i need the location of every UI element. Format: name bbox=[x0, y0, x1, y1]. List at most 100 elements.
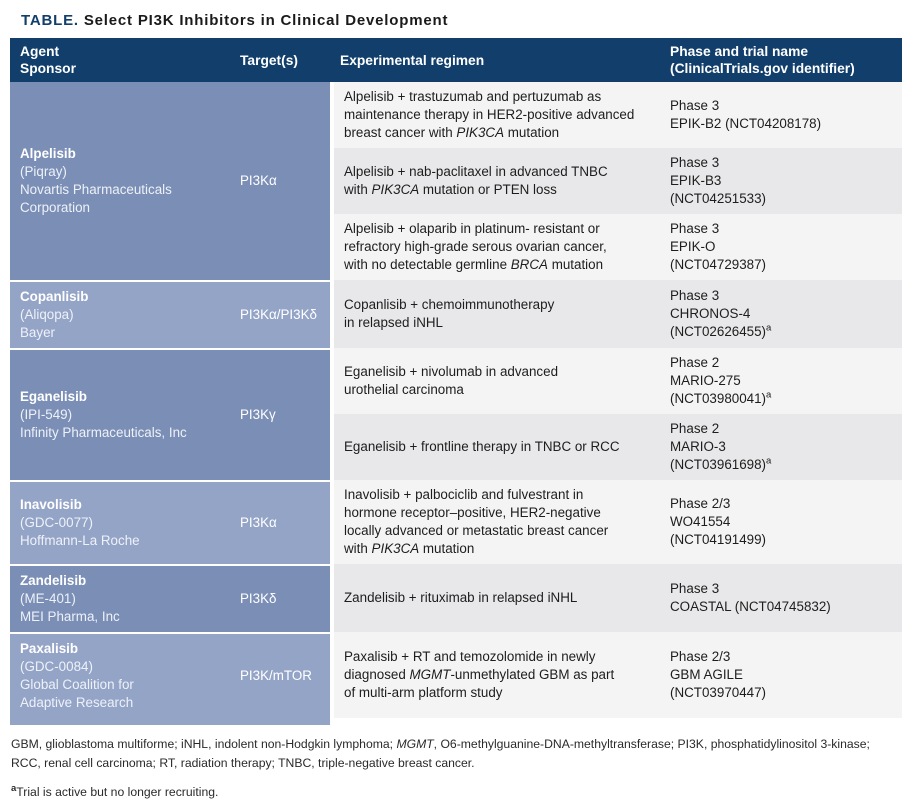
table-title-text: Select PI3K Inhibitors in Clinical Devel… bbox=[83, 12, 449, 29]
footnote-a: aTrial is active but no longer recruitin… bbox=[11, 782, 219, 799]
regimen-cell: Eganelisib + nivolumab in advanced uroth… bbox=[330, 348, 660, 414]
phase-cell: Phase 3 CHRONOS-4 (NCT02626455)a bbox=[660, 280, 902, 348]
phase-line: Phase 3 bbox=[670, 581, 720, 596]
regimen-cell: Copanlisib + chemoimmunotherapy in relap… bbox=[330, 280, 660, 348]
agent-name: Alpelisib bbox=[20, 146, 76, 161]
sponsor-line: (GDC-0077) bbox=[20, 515, 93, 530]
column-header-line: (ClinicalTrials.gov identifier) bbox=[670, 61, 855, 76]
sponsor-line: Adaptive Research bbox=[20, 695, 134, 710]
agent-name: Paxalisib bbox=[20, 641, 79, 656]
trial-row: Eganelisib + frontline therapy in TNBC o… bbox=[10, 414, 902, 480]
phase-line: EPIK-B2 (NCT04208178) bbox=[670, 116, 822, 131]
trial-row: Alpelisib (Piqray) Novartis Pharmaceutical… bbox=[10, 82, 902, 280]
phase-line: GBM AGILE bbox=[670, 667, 743, 682]
target-cell: PI3Kγ bbox=[230, 348, 330, 480]
target-cell: PI3Kα/PI3Kδ bbox=[230, 280, 330, 348]
sponsor-line: (IPI-549) bbox=[20, 407, 73, 422]
phase-line: EPIK-O bbox=[670, 239, 716, 254]
sponsor-line: Infinity Pharmaceuticals, Inc bbox=[20, 425, 187, 440]
column-header-line: Agent bbox=[20, 44, 60, 59]
column-header-line: Target(s) bbox=[240, 52, 299, 68]
phase-line: (NCT03970447) bbox=[670, 685, 767, 700]
phase-line: Phase 3 bbox=[670, 155, 720, 170]
abbreviations-note: GBM, glioblastoma multiforme; iNHL, indo… bbox=[11, 737, 870, 770]
column-header-targets: Target(s) bbox=[230, 38, 330, 82]
agent-cell: Paxalisib (GDC-0084) Global Coalition for A… bbox=[10, 632, 230, 725]
sponsor-line: Corporation bbox=[20, 200, 90, 215]
footnote-marker: a bbox=[766, 455, 772, 467]
italic-gene-name: MGMT bbox=[409, 667, 451, 682]
agent-cell: Zandelisib (ME-401) MEI Pharma, Inc bbox=[10, 564, 230, 632]
trial-row: Copanlisib (Aliqopa) Bayer PI3Kα/PI3Kδ Copan… bbox=[10, 280, 902, 348]
sponsor-line: Global Coalition for bbox=[20, 677, 134, 692]
phase-line: (NCT03980041)a bbox=[670, 389, 772, 406]
phase-line: CHRONOS-4 bbox=[670, 306, 751, 321]
phase-cell: Phase 3 COASTAL (NCT04745832) bbox=[660, 564, 902, 632]
phase-line: Phase 2/3 bbox=[670, 496, 731, 511]
trial-row: Alpelisib + olaparib in platinum- resist… bbox=[10, 214, 902, 280]
sponsor-line: (GDC-0084) bbox=[20, 659, 93, 674]
phase-line: COASTAL (NCT04745832) bbox=[670, 599, 831, 614]
italic-gene-name: MGMT bbox=[396, 737, 434, 751]
sponsor-line: (ME-401) bbox=[20, 591, 76, 606]
phase-line: Phase 2 bbox=[670, 421, 720, 436]
italic-gene-name: PIK3CA bbox=[371, 541, 420, 556]
target-cell: PI3Kα bbox=[230, 82, 330, 280]
footnote-marker: a bbox=[11, 782, 17, 794]
agent-cell: Inavolisib (GDC-0077) Hoffmann-La Roche bbox=[10, 480, 230, 564]
sponsor-line: MEI Pharma, Inc bbox=[20, 609, 120, 624]
italic-gene-name: PIK3CA bbox=[456, 125, 505, 140]
table-label: TABLE. bbox=[21, 12, 79, 29]
phase-cell: Phase 2/3 WO41554 (NCT04191499) bbox=[660, 480, 902, 564]
sponsor-line: Hoffmann-La Roche bbox=[20, 533, 140, 548]
column-header-line: Sponsor bbox=[20, 61, 76, 76]
regimen-cell: Alpelisib + olaparib in platinum- resist… bbox=[330, 214, 660, 280]
footnote-marker: a bbox=[766, 322, 772, 334]
phase-line: Phase 3 bbox=[670, 288, 720, 303]
phase-line: Phase 2 bbox=[670, 355, 720, 370]
regimen-cell: Zandelisib + rituximab in relapsed iNHL bbox=[330, 564, 660, 632]
phase-cell: Phase 2 MARIO-3 (NCT03961698)a bbox=[660, 414, 902, 480]
phase-line: WO41554 bbox=[670, 514, 731, 529]
target-cell: PI3Kδ bbox=[230, 564, 330, 632]
phase-line: (NCT04191499) bbox=[670, 532, 767, 547]
agent-name: Zandelisib bbox=[20, 573, 87, 588]
regimen-cell: Paxalisib + RT and temozolomide in newly… bbox=[330, 632, 660, 725]
regimen-cell: Eganelisib + frontline therapy in TNBC o… bbox=[330, 414, 660, 480]
pi3k-inhibitors-table: Agent Sponsor Target(s) Experimental regime… bbox=[10, 38, 902, 725]
regimen-cell: Inavolisib + palbociclib and fulvestrant… bbox=[330, 480, 660, 564]
column-header-line: Experimental regimen bbox=[340, 52, 485, 68]
italic-gene-name: PIK3CA bbox=[371, 182, 420, 197]
table-header: Agent Sponsor Target(s) Experimental regime… bbox=[10, 38, 902, 82]
sponsor-line: Novartis Pharmaceuticals bbox=[20, 182, 172, 197]
phase-line: Phase 3 bbox=[670, 221, 720, 236]
phase-line: (NCT03961698)a bbox=[670, 455, 772, 472]
agent-cell: Alpelisib (Piqray) Novartis Pharmaceutical… bbox=[10, 82, 230, 280]
phase-line: (NCT04251533) bbox=[670, 191, 767, 206]
phase-cell: Phase 2 MARIO-275 (NCT03980041)a bbox=[660, 348, 902, 414]
agent-cell: Eganelisib (IPI-549) Infinity Pharmaceutic… bbox=[10, 348, 230, 480]
column-header-agent-sponsor: Agent Sponsor bbox=[10, 38, 230, 82]
phase-line: MARIO-275 bbox=[670, 373, 741, 388]
table-title: TABLE. Select PI3K Inhibitors in Clinical… bbox=[21, 12, 902, 29]
target-cell: PI3Kα bbox=[230, 480, 330, 564]
regimen-cell: Alpelisib + trastuzumab and pertuzumab a… bbox=[330, 82, 660, 148]
column-header-experimental-regimen: Experimental regimen bbox=[330, 38, 660, 82]
sponsor-line: Bayer bbox=[20, 325, 55, 340]
agent-name: Eganelisib bbox=[20, 389, 87, 404]
phase-cell: Phase 3 EPIK-O (NCT04729387) bbox=[660, 214, 902, 280]
agent-name: Copanlisib bbox=[20, 289, 89, 304]
header-row: Agent Sponsor Target(s) Experimental regime… bbox=[10, 38, 902, 82]
phase-line: Phase 2/3 bbox=[670, 649, 731, 664]
trial-row: Inavolisib (GDC-0077) Hoffmann-La Roche PI3… bbox=[10, 480, 902, 564]
column-header-phase-trial-name: Phase and trial name (ClinicalTrials.gov … bbox=[660, 38, 902, 82]
trial-row: Zandelisib (ME-401) MEI Pharma, Inc PI3Kδ Za… bbox=[10, 564, 902, 632]
phase-cell: Phase 3 EPIK-B2 (NCT04208178) bbox=[660, 82, 902, 148]
sponsor-line: (Piqray) bbox=[20, 164, 67, 179]
trial-row: Paxalisib (GDC-0084) Global Coalition for A… bbox=[10, 632, 902, 725]
agent-name: Inavolisib bbox=[20, 497, 82, 512]
phase-line: (NCT02626455)a bbox=[670, 322, 772, 339]
trial-row: Eganelisib (IPI-549) Infinity Pharmaceutic… bbox=[10, 348, 902, 480]
phase-line: Phase 3 bbox=[670, 98, 720, 113]
